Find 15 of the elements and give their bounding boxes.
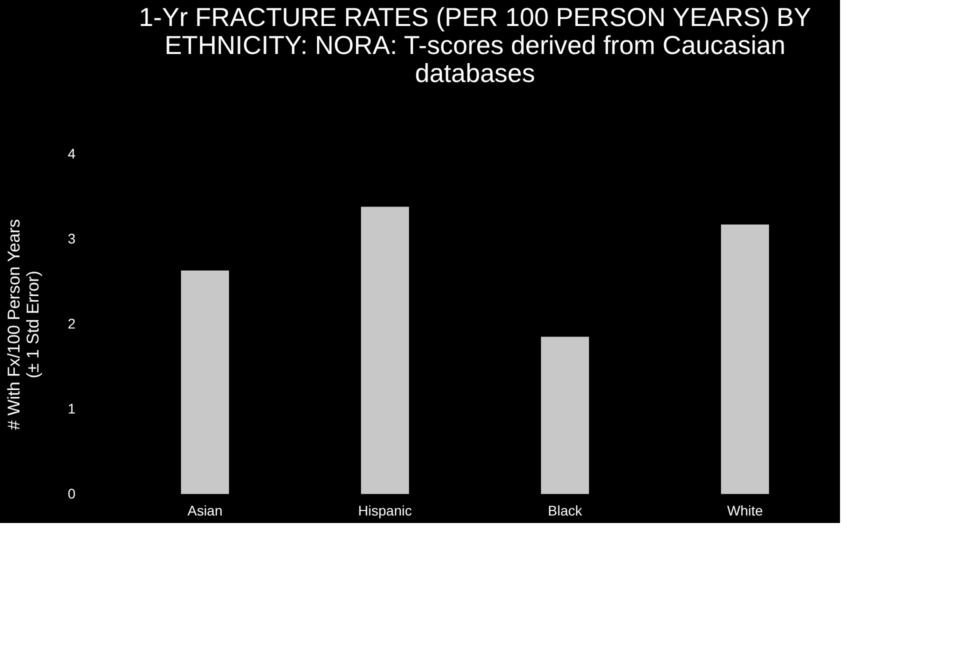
y-tick-label: 3 — [68, 230, 76, 246]
y-tick-label: 1 — [68, 400, 76, 416]
x-tick-label: Asian — [187, 502, 223, 518]
bar — [721, 224, 769, 494]
bar — [361, 206, 409, 494]
x-tick-label: Black — [548, 502, 584, 518]
bar — [541, 336, 589, 494]
bar — [181, 270, 229, 494]
chart-title: 1-Yr FRACTURE RATES (PER 100 PERSON YEARS) BY ETHNICITY: NORA: T-scores derived from Caucasian databases — [138, 2, 812, 88]
y-tick-label: 2 — [68, 316, 76, 332]
y-axis-title: # With Fx/100 Person Years (± 1 Std Error) — [4, 219, 43, 430]
y-tick-label: 0 — [68, 486, 76, 502]
y-tick-label: 4 — [68, 146, 76, 162]
x-tick-label: White — [727, 502, 764, 518]
x-tick-label: Hispanic — [358, 502, 412, 518]
